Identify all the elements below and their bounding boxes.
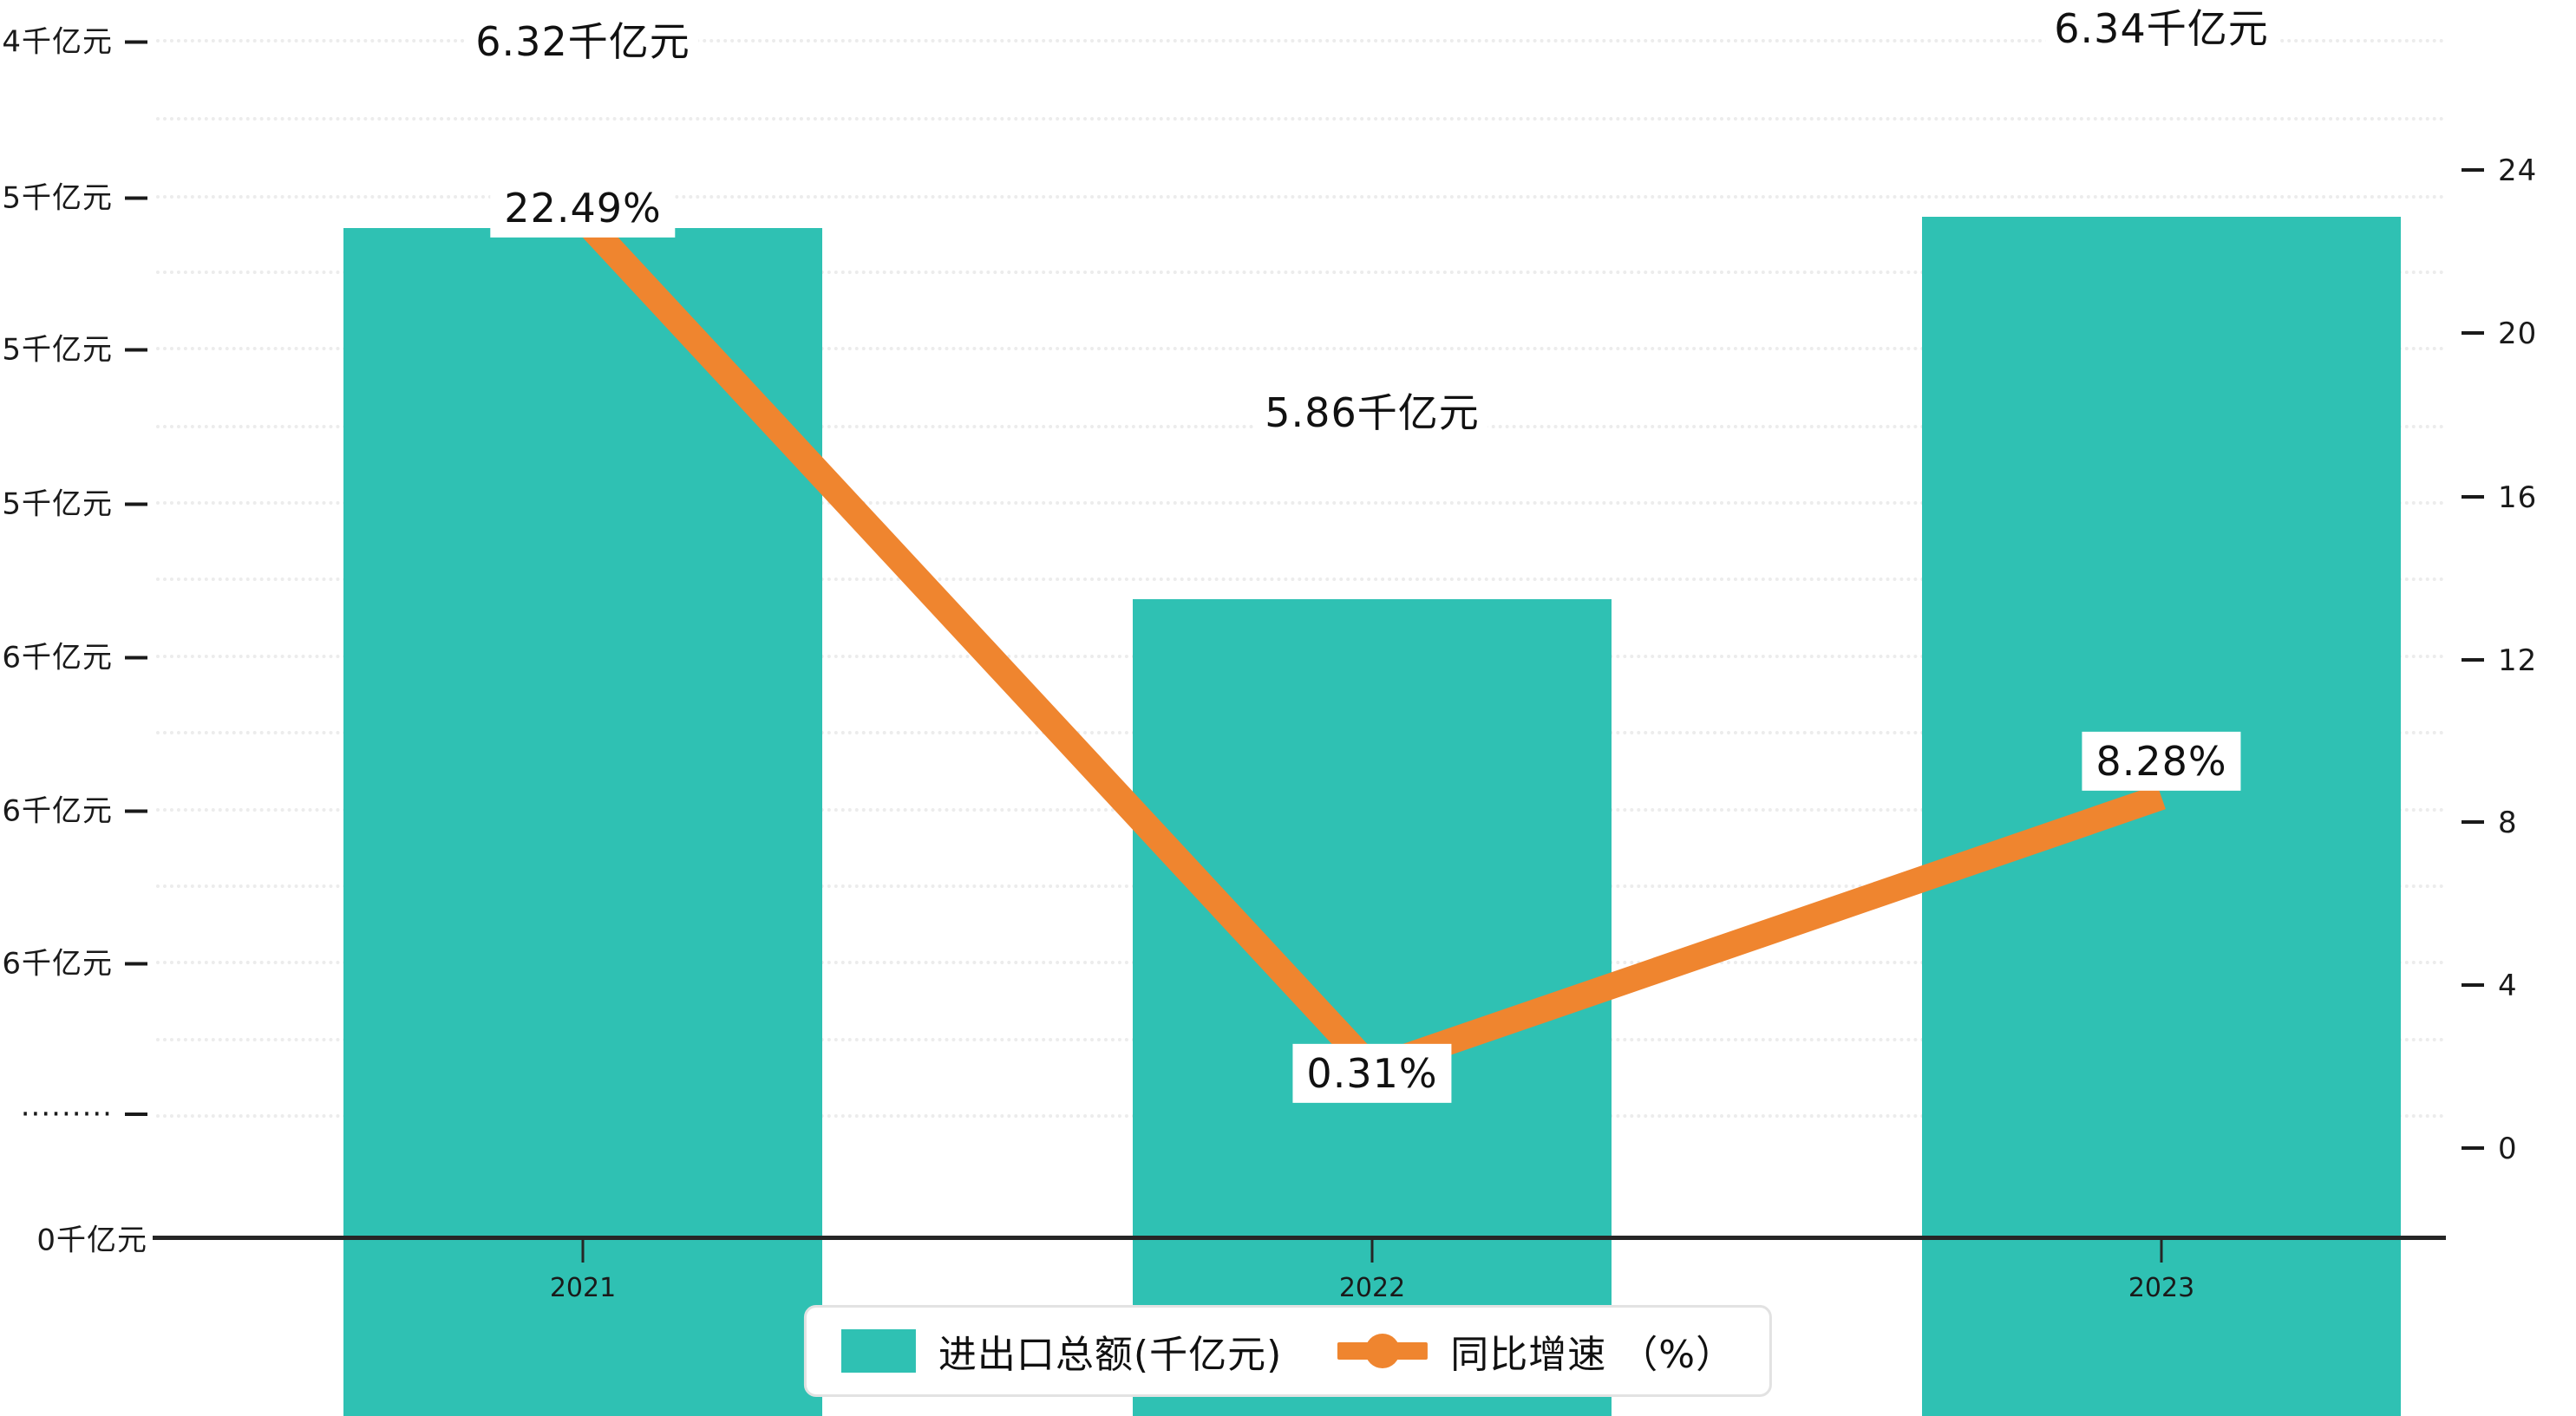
tick-dash-icon	[2462, 819, 2484, 824]
x-tick-label-2022: 2022	[1338, 1273, 1406, 1303]
y-axis-left-tick-2: 6.15千亿元	[0, 326, 147, 369]
y-axis-right-tick-label: 4	[2498, 969, 2518, 1003]
bar-value-label-2021: 6.32千亿元	[467, 17, 699, 70]
tick-dash-icon	[125, 40, 147, 43]
legend-item-bar-series[interactable]: 进出口总额(千亿元)	[840, 1323, 1283, 1379]
y-axis-left-tick-label: 5.76千亿元	[0, 946, 113, 982]
point-value-label-2023: 8.28%	[2082, 731, 2241, 792]
axis-break-dots: ·········	[20, 1097, 113, 1132]
tick-dash-icon	[125, 809, 147, 812]
legend-line-marker-dot-icon	[1365, 1334, 1401, 1368]
tick-dash-icon	[125, 962, 147, 965]
point-value-label-2022: 0.31%	[1292, 1043, 1452, 1104]
chart-legend: 进出口总额(千亿元) 同比增速 （%）	[803, 1305, 1773, 1397]
y-axis-left-tick-1: 6.25千亿元	[0, 174, 147, 217]
x-tick-mark-2023	[2160, 1240, 2163, 1263]
legend-bar-swatch-icon	[840, 1329, 916, 1373]
y-axis-right-tick-12: 12	[2462, 643, 2537, 678]
legend-item-line-series[interactable]: 同比增速 （%）	[1337, 1323, 1735, 1379]
y-axis-left-tick-label: 6.34千亿元	[0, 24, 113, 60]
y-axis-right-tick-label: 20	[2498, 316, 2538, 351]
gridline	[156, 117, 2446, 121]
gridline	[156, 195, 2446, 199]
tick-dash-icon	[125, 502, 147, 506]
y-axis-left-tick-label: 6.15千亿元	[0, 332, 113, 368]
y-axis-left-tick-label: 6.25千亿元	[0, 180, 113, 216]
gridline	[156, 39, 2446, 42]
y-axis-right-tick-label: 12	[2498, 643, 2538, 678]
x-tick-mark-2022	[1370, 1240, 1374, 1263]
y-axis-right-tick-label: 0	[2498, 1132, 2518, 1166]
legend-label-line-series: 同比增速 （%）	[1450, 1333, 1736, 1377]
tick-dash-icon	[125, 348, 147, 351]
tick-dash-icon	[125, 1112, 147, 1116]
y-axis-left-tick-zero: 0千亿元	[36, 1217, 147, 1259]
point-value-label-2021: 22.49%	[490, 178, 676, 238]
y-axis-right-tick-label: 24	[2498, 153, 2538, 188]
tick-dash-icon	[2462, 167, 2484, 172]
y-axis-right-tick-24: 24	[2462, 153, 2537, 188]
x-tick-mark-2021	[581, 1240, 585, 1263]
y-axis-right-tick-0: 0	[2462, 1132, 2518, 1166]
y-axis-right-tick-label: 16	[2498, 480, 2538, 515]
y-axis-right-tick-16: 16	[2462, 480, 2537, 515]
tick-dash-icon	[2462, 330, 2484, 335]
y-axis-right-tick-4: 4	[2462, 969, 2518, 1003]
y-axis-left-tick-0: 6.34千亿元	[0, 18, 147, 61]
tick-dash-icon	[2462, 982, 2484, 987]
tick-dash-icon	[2462, 494, 2484, 499]
y-axis-left-tick-label: 5.86千亿元	[0, 793, 113, 829]
y-axis-left-tick-label: 5.96千亿元	[0, 640, 113, 675]
x-axis-line	[153, 1236, 2446, 1240]
bar-value-label-2023: 6.34千亿元	[2045, 4, 2278, 57]
y-axis-left-tick-label: 6.05千亿元	[0, 486, 113, 522]
y-axis-left-tick-5: 5.86千亿元	[0, 787, 147, 830]
y-axis-left-tick-break: ·········	[21, 1097, 147, 1132]
y-axis-right-tick-20: 20	[2462, 316, 2537, 351]
y-axis-left-tick-4: 5.96千亿元	[0, 634, 147, 676]
y-axis-right-tick-label: 8	[2498, 806, 2518, 840]
legend-line-swatch-icon	[1337, 1334, 1429, 1368]
y-axis-right-tick-8: 8	[2462, 806, 2518, 840]
tick-dash-icon	[125, 196, 147, 199]
y-axis-left-tick-label: 0千亿元	[36, 1223, 147, 1258]
tick-dash-icon	[125, 656, 147, 659]
y-axis-left-tick-6: 5.76千亿元	[0, 940, 147, 982]
bar-value-label-2022: 5.86千亿元	[1256, 388, 1488, 441]
x-tick-label-2023: 2023	[2128, 1273, 2195, 1303]
tick-dash-icon	[2462, 1145, 2484, 1150]
legend-label-bar-series: 进出口总额(千亿元)	[938, 1333, 1283, 1377]
x-tick-label-2021: 2021	[549, 1273, 617, 1303]
tick-dash-icon	[2462, 657, 2484, 662]
y-axis-left-tick-3: 6.05千亿元	[0, 480, 147, 523]
